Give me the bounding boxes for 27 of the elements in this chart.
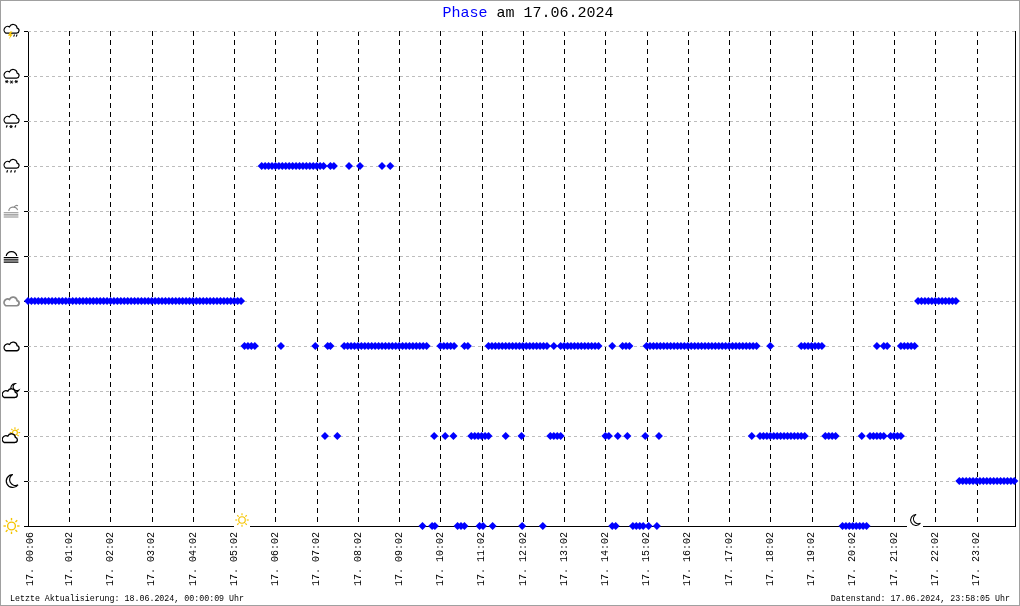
x-tick-label: 17. 11:02 <box>476 532 488 587</box>
x-tick-label: 17. 14:02 <box>599 532 611 587</box>
x-tick-label: 17. 19:02 <box>806 532 818 587</box>
x-tick-label: 17. 00:06 <box>25 532 37 587</box>
x-tick-label: 17. 07:02 <box>311 532 323 587</box>
x-tick-label: 17. 20:02 <box>847 532 859 587</box>
x-tick-label: 17. 03:02 <box>146 532 158 587</box>
x-tick-label: 17. 18:02 <box>764 532 776 587</box>
x-tick-label: 17. 21:02 <box>888 532 900 587</box>
chart-title: Phase am 17.06.2024 <box>441 5 615 22</box>
x-tick-label: 17. 09:02 <box>393 532 405 587</box>
x-tick-label: 17. 16:02 <box>682 532 694 587</box>
x-tick-label: 17. 15:02 <box>641 532 653 587</box>
text: Datenstand: 17.06.2024, 23:58:05 Uhr <box>830 594 1010 604</box>
x-tick-label: 17. 22:02 <box>929 532 941 587</box>
x-tick-label: 17. 17:02 <box>723 532 735 587</box>
x-tick-label: 17. 04:02 <box>187 532 199 587</box>
text: Letzte Aktualisierung: 18.06.2024, 00:00:09 Uhr <box>10 594 245 604</box>
x-tick-label: 17. 13:02 <box>558 532 570 587</box>
x-tick-label: 17. 01:02 <box>63 532 75 587</box>
x-tick-label: 17. 06:02 <box>270 532 282 587</box>
x-tick-label: 17. 23:02 <box>971 532 983 587</box>
x-tick-label: 17. 05:02 <box>228 532 240 587</box>
x-tick-label: 17. 10:02 <box>435 532 447 587</box>
x-tick-label: 17. 12:02 <box>517 532 529 587</box>
x-tick-label: 17. 08:02 <box>352 532 364 587</box>
x-tick-label: 17. 02:02 <box>105 532 117 587</box>
